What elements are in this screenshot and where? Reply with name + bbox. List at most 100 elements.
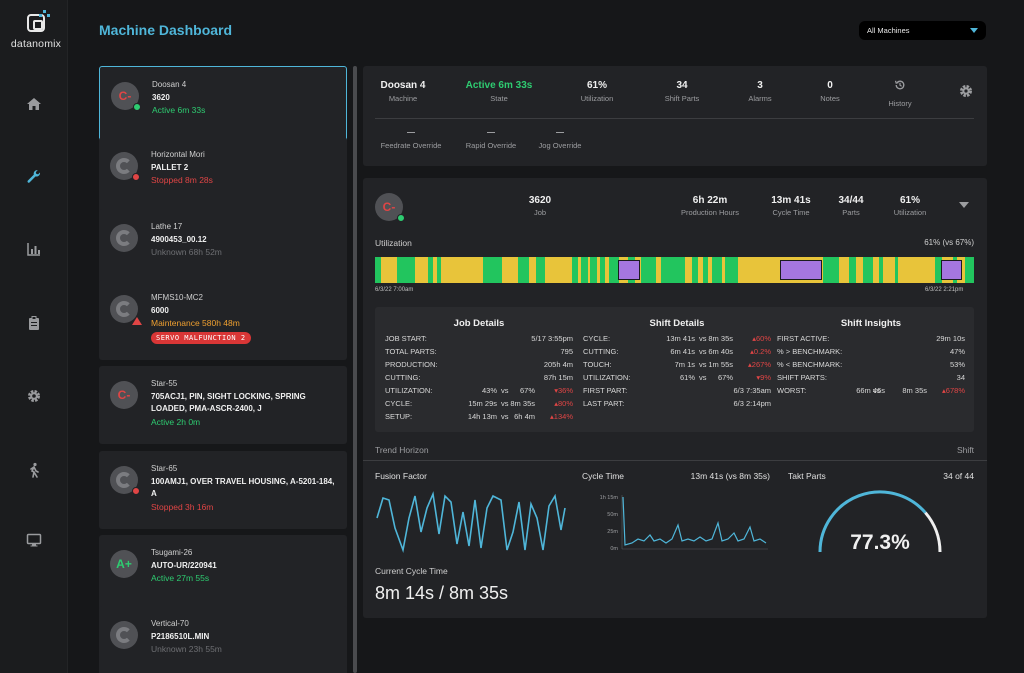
wrench-icon[interactable]	[24, 167, 44, 187]
active-segment	[483, 257, 502, 283]
active-segment	[879, 257, 883, 283]
machine-name: Doosan 4	[152, 80, 187, 89]
grade-avatar: A+	[110, 550, 138, 578]
detail-value: 87h 15m	[543, 373, 573, 382]
active-segment	[375, 257, 381, 283]
machine-filter-dropdown[interactable]: All Machines	[859, 21, 986, 40]
machine-card[interactable]: Horizontal Mori PALLET 2 Stopped 8m 28s	[99, 137, 347, 215]
detail-value: 53%	[949, 360, 965, 369]
detail-value: 47%	[949, 347, 965, 356]
setup-block[interactable]	[941, 260, 962, 280]
detail-value: 29m 10s	[936, 334, 965, 343]
current-cycle-value: 8m 14s / 8m 35s	[375, 583, 509, 603]
utilization-label: Utilization	[375, 238, 412, 248]
machine-card[interactable]: Lathe 17 4900453_00.12 Unknown 68h 52m	[99, 209, 347, 287]
utilization-value: 61% (vs 67%)	[924, 238, 974, 247]
machine-status: Active 6m 33s	[152, 105, 206, 115]
detail-label: UTILIZATION:	[583, 373, 631, 382]
kpi-cycle-time: 13m 41s Cycle Time	[771, 195, 811, 217]
detail-label: FIRST ACTIVE:	[777, 334, 830, 343]
detail-label: WORST:	[777, 386, 807, 395]
detail-delta: ▴134%	[550, 412, 573, 421]
machine-job: PALLET 2	[151, 163, 189, 172]
setup-block[interactable]	[618, 260, 640, 280]
detail-row: CYCLE: 15m 29s vs 8m 35s ▴80%	[385, 399, 573, 412]
active-segment	[600, 257, 605, 283]
detail-label: CYCLE:	[583, 334, 611, 343]
trend-horizon-value[interactable]: Shift	[956, 445, 974, 455]
detail-b: 6h 4m	[514, 412, 535, 421]
machine-name: Star-65	[151, 464, 178, 473]
detail-value: 34	[956, 373, 965, 382]
detail-b: 8m 35s	[902, 386, 927, 395]
bar-chart-icon[interactable]	[24, 239, 44, 259]
expand-chevron-icon[interactable]	[959, 202, 969, 208]
detail-value: 6/3 7:35am	[733, 386, 771, 395]
detail-vs: vs	[699, 347, 707, 356]
job-details: Job Details JOB START: 5/17 3:55pm TOTAL P…	[385, 307, 573, 425]
active-segment	[428, 257, 433, 283]
status-dot	[132, 173, 140, 181]
detail-vs: vs	[699, 373, 707, 382]
gear-icon[interactable]	[24, 386, 44, 406]
detail-label: TOTAL PARTS:	[385, 347, 437, 356]
list-scrollbar[interactable]	[353, 66, 357, 673]
detail-label: CUTTING:	[385, 373, 421, 382]
takt-parts-title: Takt Parts	[788, 471, 826, 481]
status-dot	[132, 487, 140, 495]
logo-mark-icon	[27, 14, 45, 32]
kpi-parts: 34/44 Parts	[838, 195, 864, 217]
detail-a: 14h 13m	[467, 412, 497, 421]
detail-delta: ▴80%	[554, 399, 573, 408]
feedrate-override: Feedrate Override	[375, 132, 447, 150]
machine-job: 4900453_00.12	[151, 235, 207, 244]
machine-card[interactable]: C- Doosan 4 3620 Active 6m 33s	[99, 66, 347, 144]
monitor-icon[interactable]	[24, 530, 44, 550]
setup-block[interactable]	[780, 260, 822, 280]
fusion-factor-chart	[376, 491, 566, 554]
utilization-timeline[interactable]	[375, 257, 974, 283]
detail-label: TOUCH:	[583, 360, 612, 369]
summary-notes[interactable]: 0 Notes	[820, 80, 840, 103]
detail-label: % < BENCHMARK:	[777, 360, 843, 369]
kpi-job: 3620 Job	[528, 195, 552, 217]
status-dot	[397, 214, 405, 222]
active-segment	[590, 257, 597, 283]
settings-gear-icon[interactable]	[958, 83, 974, 99]
alarm-badge: SERVO MALFUNCTION 2	[151, 332, 251, 344]
detail-delta: ▴267%	[748, 360, 771, 369]
axis-tick: 25m	[607, 529, 618, 535]
machine-card[interactable]: Vertical-70 P2186510L.MIN Unknown 23h 55…	[99, 606, 347, 673]
machine-avatar	[110, 621, 138, 649]
detail-label: PRODUCTION:	[385, 360, 438, 369]
summary-alarms[interactable]: 3 Alarms	[748, 80, 772, 103]
detail-a: 61%	[679, 373, 695, 382]
active-segment	[572, 257, 578, 283]
machine-card[interactable]: Star-65 100AMJ1, OVER TRAVEL HOUSING, A-…	[99, 451, 347, 529]
axis-tick: 50m	[607, 512, 618, 518]
walking-person-icon[interactable]	[24, 460, 44, 480]
rapid-override: Rapid Override	[460, 132, 522, 150]
jog-override: Jog Override	[532, 132, 588, 150]
detail-a: 66m 46s	[856, 386, 885, 395]
clipboard-icon[interactable]	[24, 313, 44, 333]
machine-card[interactable]: A+ Tsugami-26 AUTO-UR/220941 Active 27m …	[99, 535, 347, 613]
active-segment	[661, 257, 685, 283]
active-segment	[863, 257, 873, 283]
machine-card[interactable]: MFMS10-MC2 6000 Maintenance 580h 48m SER…	[99, 280, 347, 360]
cycle-time-chart	[621, 495, 768, 550]
machine-name: MFMS10-MC2	[151, 293, 204, 302]
home-icon[interactable]	[24, 94, 44, 114]
detail-b: 67%	[717, 373, 733, 382]
history-button[interactable]: History	[875, 78, 925, 108]
detail-vs: vs	[699, 334, 707, 343]
job-details-title: Job Details	[453, 318, 505, 329]
takt-parts-value: 34 of 44	[943, 471, 974, 481]
machine-card[interactable]: C- Star-55 705ACJ1, PIN, SIGHT LOCKING, …	[99, 366, 347, 444]
chevron-down-icon	[970, 28, 978, 33]
detail-row: CUTTING: 6m 41s vs 6m 40s ▴0.2%	[583, 347, 771, 360]
detail-row: % < BENCHMARK: 53%	[777, 360, 965, 373]
takt-gauge-value: 77.3%	[850, 531, 910, 554]
summary-machine: Doosan 4 Machine	[380, 80, 426, 103]
logo[interactable]: datanomix	[6, 10, 66, 50]
